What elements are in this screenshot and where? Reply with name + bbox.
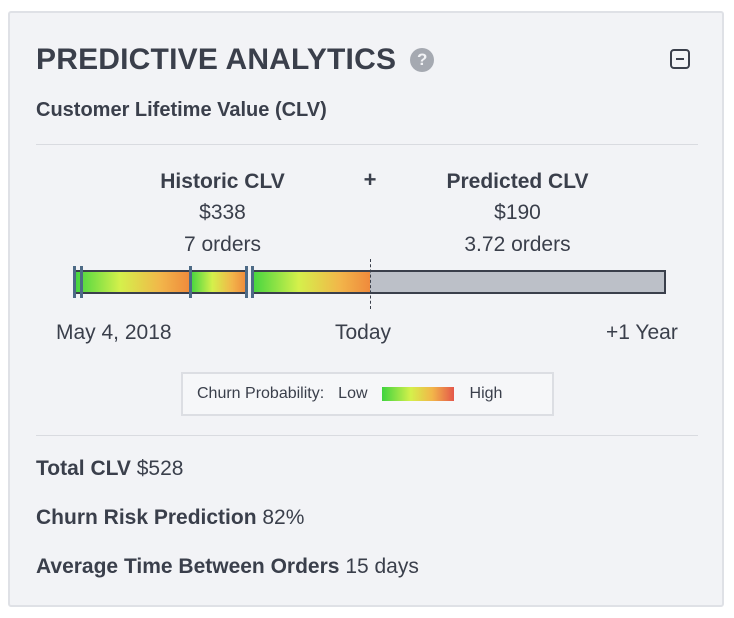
order-marker <box>251 266 254 298</box>
timeline-end-label: +1 Year <box>606 321 678 344</box>
order-interval-segment <box>190 270 246 294</box>
predictive-analytics-card: PREDICTIVE ANALYTICS ? Customer Lifetime… <box>8 11 724 607</box>
historic-clv-orders: 7 orders <box>183 233 262 256</box>
question-circle-icon[interactable]: ? <box>410 48 435 72</box>
historic-clv-value: $338 <box>199 201 246 224</box>
order-interval-segment <box>74 270 190 294</box>
legend-gradient <box>381 387 454 401</box>
predicted-clv-column: Predicted CLV $190 3.72 orders <box>415 167 620 261</box>
section-subtitle: Customer Lifetime Value (CLV) <box>36 99 327 121</box>
order-marker <box>189 266 192 298</box>
historic-clv-column: Historic CLV $338 7 orders <box>130 167 315 261</box>
title-row: PREDICTIVE ANALYTICS ? <box>36 43 435 77</box>
order-marker <box>245 266 248 298</box>
order-interval-segment <box>251 270 370 294</box>
timeline-today-label: Today <box>335 321 392 344</box>
divider-bottom <box>36 435 698 436</box>
predicted-clv-orders: 3.72 orders <box>464 233 571 256</box>
churn-risk-value: 82% <box>262 506 305 529</box>
legend-low-label: Low <box>338 385 368 402</box>
predicted-segment <box>370 270 666 294</box>
order-marker <box>73 266 76 298</box>
plus-sign: + <box>363 167 377 192</box>
legend-high-label: High <box>469 385 503 402</box>
total-clv-stat: Total CLV $528 <box>36 457 183 481</box>
minus-square-icon[interactable] <box>670 49 690 69</box>
legend-label: Churn Probability: <box>197 385 325 402</box>
predicted-clv-value: $190 <box>494 201 541 224</box>
order-marker <box>80 266 83 298</box>
divider-top <box>36 144 698 145</box>
timeline-start-label: May 4, 2018 <box>56 321 172 344</box>
avg-time-label: Average Time Between Orders <box>36 555 340 578</box>
avg-time-between-orders-stat: Average Time Between Orders 15 days <box>36 555 419 579</box>
today-marker-line <box>370 259 371 309</box>
churn-probability-legend: Churn Probability: Low High <box>181 372 554 416</box>
avg-time-value: 15 days <box>345 555 419 578</box>
predicted-clv-label: Predicted CLV <box>446 170 589 193</box>
historic-clv-label: Historic CLV <box>160 170 285 193</box>
total-clv-value: $528 <box>136 457 184 480</box>
churn-risk-label: Churn Risk Prediction <box>36 506 257 529</box>
churn-risk-stat: Churn Risk Prediction 82% <box>36 506 304 530</box>
card-title: PREDICTIVE ANALYTICS <box>36 43 397 76</box>
total-clv-label: Total CLV <box>36 457 131 480</box>
